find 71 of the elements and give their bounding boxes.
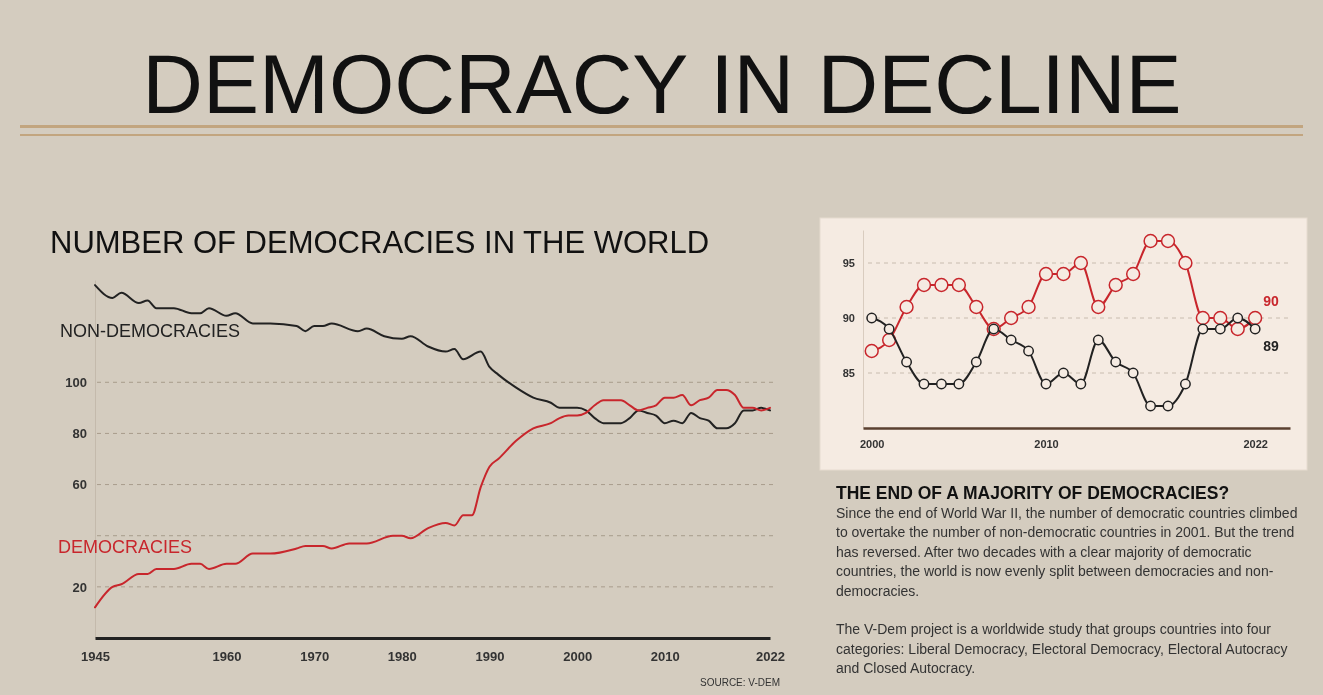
y-tick-label: 80 xyxy=(72,426,87,442)
point xyxy=(901,356,913,368)
point xyxy=(1249,323,1261,335)
chart-title: DEMOCRACY IN DECLINE xyxy=(142,37,1182,131)
text: Since the end of World War II, the number of democratic countries climbed to overtake the number of non-democratic countries in 2001. But the trend has reversed. After two decades with a clear majority of democratic countries, the world is now evenly split between democracies and non-democracies. xyxy=(836,503,1299,601)
point xyxy=(864,343,879,359)
point xyxy=(1110,356,1122,368)
point xyxy=(1127,367,1139,379)
point xyxy=(918,378,930,390)
y-tick-label: 85 xyxy=(842,367,855,380)
y-tick-label: 100 xyxy=(65,374,87,390)
point xyxy=(953,378,965,390)
point xyxy=(1056,266,1071,282)
point xyxy=(1179,378,1191,390)
x-tick-label: 1990 xyxy=(475,649,505,665)
chart-subtitle: NUMBER OF DEMOCRACIES IN THE WORLD xyxy=(50,225,710,260)
x-tick-label: 2000 xyxy=(859,437,885,450)
point xyxy=(1143,233,1158,249)
data-label: 89 xyxy=(1263,338,1279,354)
point xyxy=(899,299,914,315)
point xyxy=(1005,334,1017,346)
text: The V-Dem project is a worldwide study that groups countries into four categories: Liberal Democracy, Electoral Democracy, Electoral Autocracy and Closed Autocracy. xyxy=(836,620,1289,678)
y-tick-label: 60 xyxy=(72,477,87,493)
point xyxy=(866,312,878,324)
point xyxy=(1195,310,1211,326)
series-label: NON-DEMOCRACIES xyxy=(60,321,241,341)
point xyxy=(1160,233,1176,249)
x-tick-label: 2022 xyxy=(1243,437,1268,450)
point xyxy=(1003,310,1019,326)
point xyxy=(1247,310,1263,326)
x-tick-label: 2022 xyxy=(756,649,785,665)
point xyxy=(1023,345,1035,357)
point xyxy=(1145,400,1157,412)
point xyxy=(1073,255,1089,271)
y-tick-label: 90 xyxy=(842,312,855,325)
x-tick-label: 1980 xyxy=(387,649,417,665)
x-tick-label: 1945 xyxy=(81,649,110,665)
point xyxy=(1092,334,1104,346)
point xyxy=(1162,400,1174,412)
point xyxy=(1232,312,1244,324)
x-tick-label: 1960 xyxy=(212,649,242,665)
point xyxy=(1197,323,1209,335)
x-tick-label: 2000 xyxy=(563,649,593,665)
point xyxy=(1021,299,1036,315)
point xyxy=(1230,321,1245,337)
point xyxy=(934,277,949,293)
series-label: DEMOCRACIES xyxy=(58,537,193,557)
x-tick-label: 1970 xyxy=(300,649,330,665)
point xyxy=(935,378,947,390)
point xyxy=(1038,266,1054,282)
source-note: SOURCE: V-DEM xyxy=(699,677,780,688)
point xyxy=(1125,266,1141,282)
point xyxy=(1057,367,1069,379)
point xyxy=(951,277,967,293)
point xyxy=(1040,378,1052,390)
x-tick-label: 2010 xyxy=(650,649,680,665)
point xyxy=(1214,323,1226,335)
data-label: 90 xyxy=(1263,293,1279,309)
point xyxy=(1213,310,1228,326)
point xyxy=(970,356,982,368)
point xyxy=(1108,277,1123,293)
y-tick-label: 95 xyxy=(842,257,855,270)
point xyxy=(1178,255,1193,271)
y-tick-label: 20 xyxy=(72,579,87,595)
x-tick-label: 2010 xyxy=(1034,437,1059,450)
text: THE END OF A MAJORITY OF DEMOCRACIES? xyxy=(836,483,1231,504)
point xyxy=(1075,378,1087,390)
point xyxy=(1091,299,1106,315)
point xyxy=(969,299,984,315)
point xyxy=(916,277,932,293)
point xyxy=(883,323,895,335)
